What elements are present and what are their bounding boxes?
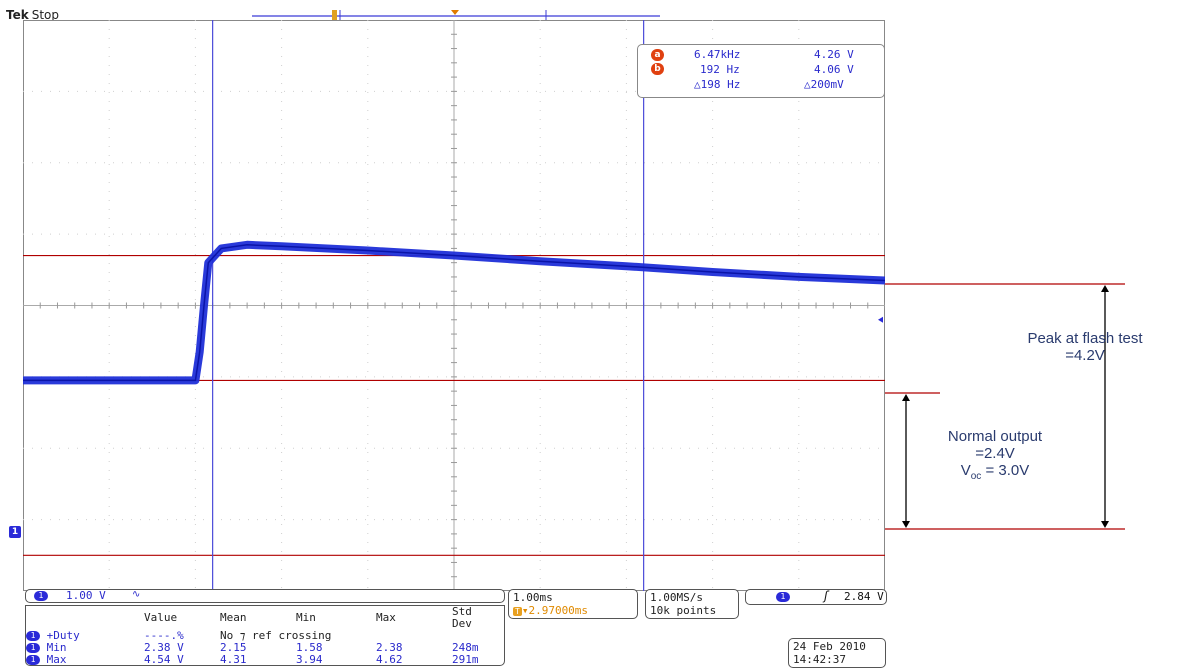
run-status: Stop	[31, 8, 59, 22]
cursor-a-badge: a	[651, 49, 664, 61]
cursor-a-frequency: 6.47kHz	[694, 48, 741, 61]
peak-label: Peak at flash test	[1027, 330, 1143, 347]
voc-value: Voc = 3.0V	[960, 462, 1030, 482]
cursor-delta-frequency: △198 Hz	[694, 78, 741, 91]
cursor-a-voltage: 4.26 V	[814, 48, 854, 61]
acquisition-panel[interactable]: 1.00MS/s 10k points	[645, 589, 739, 619]
col-std-dev: Std Dev	[452, 605, 472, 630]
col-max: Max	[376, 611, 396, 624]
cursor-b-voltage: 4.06 V	[814, 63, 854, 76]
annotation-overlay	[885, 283, 1125, 530]
channel-ground-marker[interactable]: 1	[9, 526, 21, 538]
trigger-level: 2.84 V	[844, 590, 884, 603]
trigger-source-badge: 1	[776, 592, 790, 602]
measurement-row: 1 Min 2.38 V 2.15 1.58 2.38 248m	[26, 642, 504, 654]
cursor-delta-voltage: △200mV	[804, 78, 844, 91]
normal-label: Normal output	[947, 428, 1043, 445]
measurement-row: 1 Max 4.54 V 4.31 3.94 4.62 291m	[26, 654, 504, 666]
brand-label: Tek	[6, 8, 29, 22]
cursor-b-frequency: 192 Hz	[700, 63, 740, 76]
timebase-panel[interactable]: 1.00ms T ▾2.97000ms	[508, 589, 638, 619]
trigger-panel[interactable]: 1 ʃ 2.84 V	[745, 589, 887, 605]
trigger-level-arrow	[878, 316, 883, 323]
measurement-header-row: Value Mean Min Max Std Dev	[26, 606, 504, 630]
channel1-scale: 1.00 V	[66, 589, 106, 602]
cursor-b-badge: b	[651, 63, 664, 75]
timebase-scale: 1.00ms	[513, 591, 553, 604]
time-label: 14:42:37	[793, 653, 846, 666]
measurement-row: 1 +Duty ----.% No ⁊ ref crossing	[26, 630, 504, 642]
channel1-badge: 1	[34, 591, 48, 601]
bandwidth-limit-icon: ∿	[132, 589, 141, 600]
channel1-panel[interactable]: 1 1.00 V ∿	[25, 589, 505, 603]
scope-status: Tek Stop	[6, 8, 59, 22]
waveform-trace-core	[23, 244, 885, 382]
cursor-readout: a b 6.47kHz 4.26 V 192 Hz 4.06 V △198 Hz…	[637, 44, 885, 98]
sample-rate: 1.00MS/s	[650, 591, 703, 604]
normal-value: =2.4V	[975, 445, 1015, 462]
rising-edge-icon: ʃ	[824, 589, 829, 603]
date-label: 24 Feb 2010	[793, 640, 866, 653]
col-value: Value	[144, 611, 178, 624]
peak-value: =4.2V	[1065, 347, 1105, 364]
measurement-panel: Value Mean Min Max Std Dev 1 +Duty ----.…	[25, 605, 505, 666]
col-mean: Mean	[220, 611, 247, 624]
waveform-plot	[23, 20, 885, 591]
datetime-panel: 24 Feb 2010 14:42:37	[788, 638, 886, 668]
normal-annotation: Normal output =2.4V Voc = 3.0V	[920, 428, 1070, 485]
peak-annotation: Peak at flash test =4.2V	[1000, 330, 1170, 364]
record-length: 10k points	[650, 604, 717, 617]
col-min: Min	[296, 611, 316, 624]
trigger-position: T ▾2.97000ms	[513, 604, 589, 617]
